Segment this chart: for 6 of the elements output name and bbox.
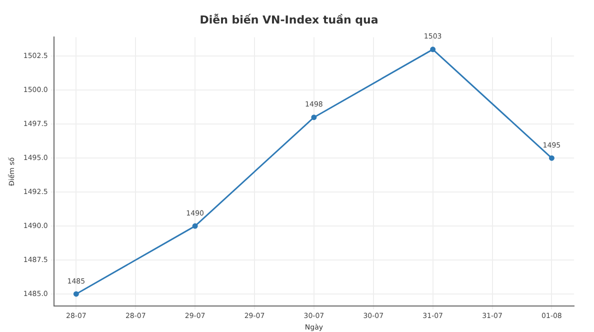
chart-title: Diễn biến VN-Index tuần qua — [200, 13, 378, 26]
point — [430, 46, 436, 52]
point — [311, 114, 317, 120]
point — [548, 155, 554, 161]
point — [192, 223, 198, 229]
point — [73, 291, 79, 297]
